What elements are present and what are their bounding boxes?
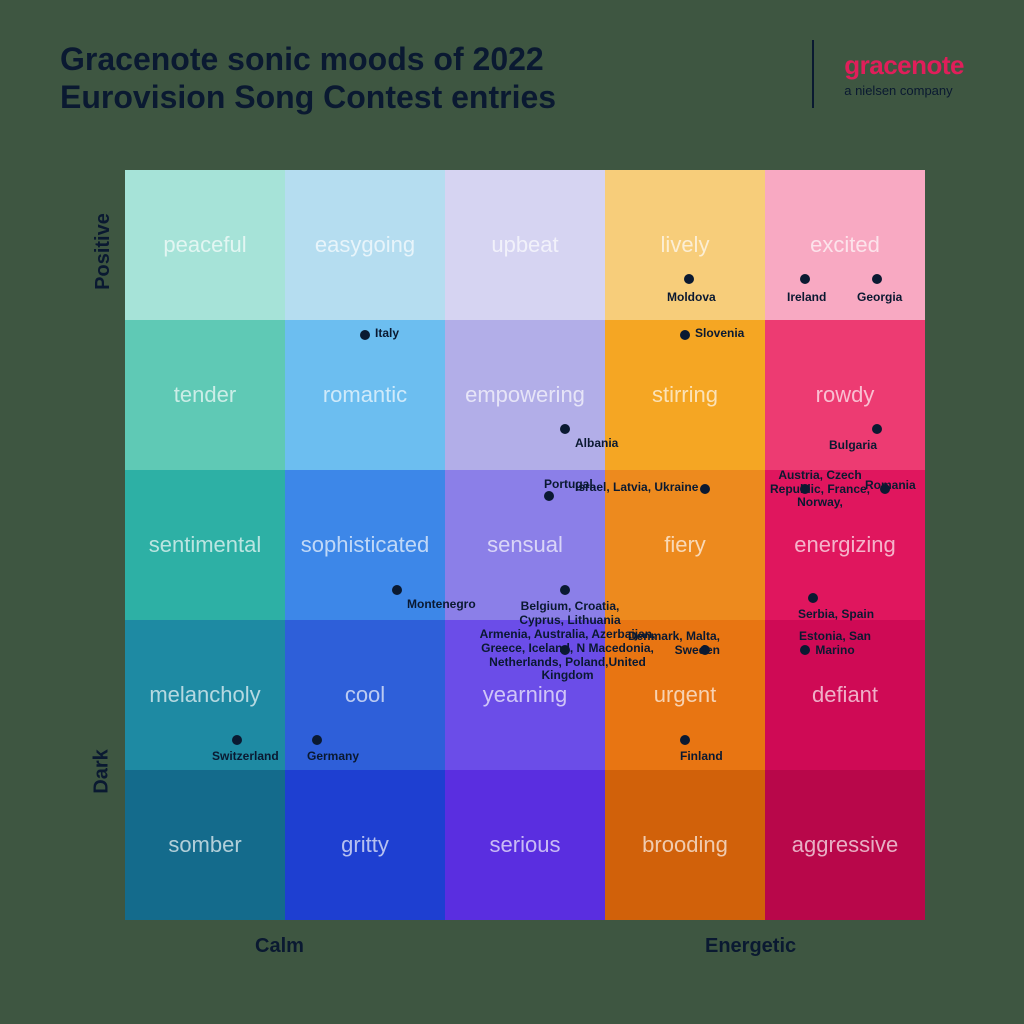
mood-cell-label: upbeat bbox=[491, 232, 558, 258]
x-axis-left-label: Calm bbox=[255, 935, 304, 958]
point-label: Estonia, San Marino bbox=[790, 630, 880, 658]
mood-cell-label: sensual bbox=[487, 532, 563, 558]
mood-cell-tender: tender bbox=[125, 320, 285, 470]
point-label: Romania bbox=[865, 479, 916, 493]
mood-cell-peaceful: peaceful bbox=[125, 170, 285, 320]
mood-cell-label: brooding bbox=[642, 832, 728, 858]
mood-cell-label: stirring bbox=[652, 382, 718, 408]
mood-cell-somber: somber bbox=[125, 770, 285, 920]
dot-icon bbox=[680, 330, 690, 340]
mood-cell-label: fiery bbox=[664, 532, 706, 558]
dot-icon bbox=[700, 484, 710, 494]
mood-cell-label: peaceful bbox=[163, 232, 246, 258]
logo-tag: a nielsen company bbox=[844, 83, 964, 98]
dot-icon bbox=[872, 274, 882, 284]
mood-cell-gritty: gritty bbox=[285, 770, 445, 920]
point-label: Moldova bbox=[667, 291, 716, 305]
point-label: Slovenia bbox=[695, 327, 744, 341]
mood-cell-label: serious bbox=[490, 832, 561, 858]
point-label: Italy bbox=[375, 327, 399, 341]
mood-cell-romantic: romantic bbox=[285, 320, 445, 470]
mood-cell-sentimental: sentimental bbox=[125, 470, 285, 620]
dot-icon bbox=[808, 593, 818, 603]
mood-cell-melancholy: melancholy bbox=[125, 620, 285, 770]
dot-icon bbox=[872, 424, 882, 434]
y-axis: Positive Dark bbox=[80, 170, 120, 920]
dot-icon bbox=[684, 274, 694, 284]
mood-cell-upbeat: upbeat bbox=[445, 170, 605, 320]
mood-cell-serious: serious bbox=[445, 770, 605, 920]
dot-icon bbox=[232, 735, 242, 745]
logo: gracenote a nielsen company bbox=[812, 40, 964, 108]
dot-icon bbox=[360, 330, 370, 340]
mood-cell-brooding: brooding bbox=[605, 770, 765, 920]
mood-cell-label: somber bbox=[168, 832, 241, 858]
point-label: Ireland bbox=[787, 291, 826, 305]
mood-cell-label: romantic bbox=[323, 382, 407, 408]
point-label: Georgia bbox=[857, 291, 902, 305]
mood-cell-label: gritty bbox=[341, 832, 389, 858]
header: Gracenote sonic moods of 2022 Eurovision… bbox=[60, 40, 964, 117]
mood-cell-easygoing: easygoing bbox=[285, 170, 445, 320]
point-label: Denmark, Malta, Sweden bbox=[625, 630, 720, 658]
mood-cell-label: aggressive bbox=[792, 832, 898, 858]
y-axis-bottom-label: Dark bbox=[91, 749, 114, 793]
point-label: Germany bbox=[307, 750, 359, 764]
mood-cell-label: defiant bbox=[812, 682, 878, 708]
x-axis: Calm Energetic bbox=[125, 935, 925, 975]
dot-icon bbox=[312, 735, 322, 745]
point-label: Portugal, bbox=[544, 478, 596, 492]
mood-cell-label: easygoing bbox=[315, 232, 415, 258]
mood-cell-stirring: stirring bbox=[605, 320, 765, 470]
mood-cell-label: melancholy bbox=[149, 682, 260, 708]
point-label: Belgium, Croatia, Cyprus, Lithuania bbox=[505, 600, 635, 628]
point-label: Bulgaria bbox=[829, 439, 877, 453]
mood-cell-label: cool bbox=[345, 682, 385, 708]
dot-icon bbox=[560, 585, 570, 595]
mood-cell-label: rowdy bbox=[816, 382, 875, 408]
mood-cell-label: urgent bbox=[654, 682, 716, 708]
point-label: Albania bbox=[575, 437, 618, 451]
mood-chart: peaceful easygoing upbeat lively excited tend… bbox=[125, 170, 925, 920]
page-title: Gracenote sonic moods of 2022 Eurovision… bbox=[60, 40, 680, 117]
x-axis-right-label: Energetic bbox=[705, 935, 796, 958]
mood-cell-label: energizing bbox=[794, 532, 896, 558]
mood-cell-label: yearning bbox=[483, 682, 567, 708]
mood-cell-label: empowering bbox=[465, 382, 585, 408]
mood-cell-label: excited bbox=[810, 232, 880, 258]
point-label: Serbia, Spain bbox=[798, 608, 874, 622]
mood-cell-label: sentimental bbox=[149, 532, 262, 558]
dot-icon bbox=[680, 735, 690, 745]
mood-cell-label: sophisticated bbox=[301, 532, 429, 558]
logo-brand: gracenote bbox=[844, 50, 964, 81]
point-label: Switzerland bbox=[212, 750, 279, 764]
y-axis-top-label: Positive bbox=[92, 213, 115, 290]
dot-icon bbox=[392, 585, 402, 595]
mood-cell-label: lively bbox=[661, 232, 710, 258]
point-label: Finland bbox=[680, 750, 723, 764]
mood-cell-label: tender bbox=[174, 382, 236, 408]
mood-cell-cool: cool bbox=[285, 620, 445, 770]
mood-cell-aggressive: aggressive bbox=[765, 770, 925, 920]
dot-icon bbox=[560, 424, 570, 434]
point-label: Montenegro bbox=[407, 598, 476, 612]
dot-icon bbox=[800, 274, 810, 284]
